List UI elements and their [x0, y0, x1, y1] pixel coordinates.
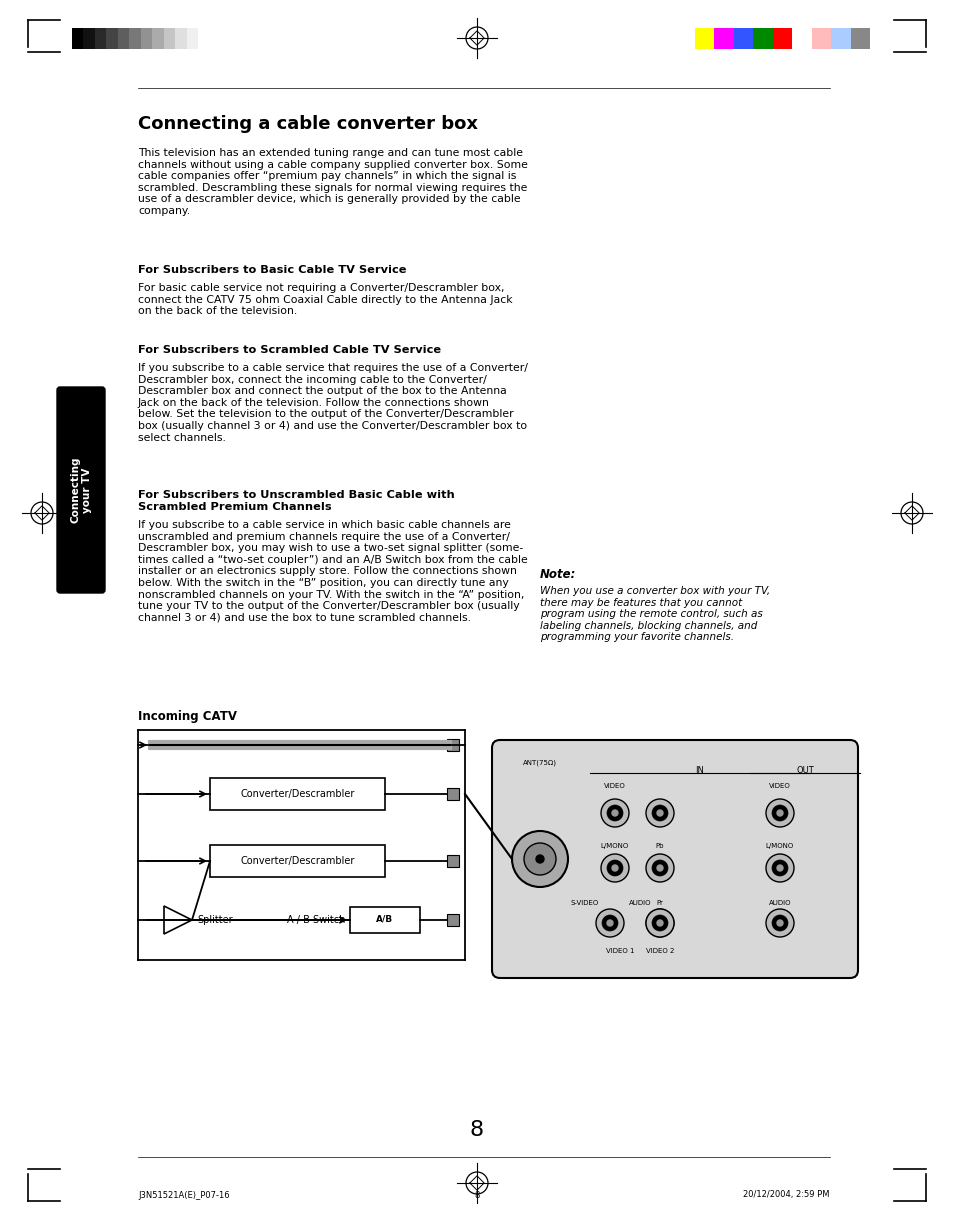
Bar	[791, 28, 811, 49]
Text: Pr: Pr	[656, 900, 662, 906]
Text: VIDEO 1: VIDEO 1	[605, 947, 634, 954]
Bar	[95, 28, 107, 49]
Bar	[130, 28, 141, 49]
Circle shape	[657, 919, 662, 926]
Circle shape	[651, 860, 667, 875]
Bar	[198, 28, 210, 49]
Bar	[447, 915, 458, 926]
Text: AUDIO: AUDIO	[628, 900, 651, 906]
Circle shape	[606, 919, 613, 926]
Polygon shape	[164, 906, 192, 934]
Bar	[107, 28, 118, 49]
Text: Converter/Descrambler: Converter/Descrambler	[240, 789, 355, 799]
Circle shape	[645, 853, 673, 882]
Circle shape	[651, 805, 667, 821]
Bar	[187, 28, 198, 49]
Text: For basic cable service not requiring a Converter/Descrambler box,
connect the C: For basic cable service not requiring a …	[138, 283, 512, 316]
Bar	[447, 855, 458, 867]
Bar	[695, 28, 714, 49]
Text: OUT: OUT	[796, 766, 813, 775]
Circle shape	[601, 915, 618, 930]
Text: Note:: Note:	[539, 568, 576, 581]
Text: 20/12/2004, 2:59 PM: 20/12/2004, 2:59 PM	[742, 1190, 829, 1199]
Text: Connecting a cable converter box: Connecting a cable converter box	[138, 115, 477, 133]
Bar	[118, 28, 130, 49]
Text: If you subscribe to a cable service that requires the use of a Converter/
Descra: If you subscribe to a cable service that…	[138, 363, 527, 442]
Bar	[714, 28, 733, 49]
Bar	[830, 28, 850, 49]
Circle shape	[651, 915, 667, 930]
Circle shape	[600, 799, 628, 827]
Circle shape	[606, 860, 622, 875]
Text: When you use a converter box with your TV,
there may be features that you cannot: When you use a converter box with your T…	[539, 586, 769, 642]
Circle shape	[612, 810, 618, 816]
Bar	[175, 28, 187, 49]
Circle shape	[771, 860, 787, 875]
Text: AUDIO: AUDIO	[768, 900, 790, 906]
Bar	[210, 845, 385, 877]
Circle shape	[612, 864, 618, 871]
Circle shape	[657, 810, 662, 816]
Text: IN: IN	[695, 766, 703, 775]
Bar	[141, 28, 152, 49]
Text: Connecting
your TV: Connecting your TV	[71, 457, 91, 524]
FancyBboxPatch shape	[492, 740, 857, 978]
Circle shape	[651, 915, 667, 930]
Text: For Subscribers to Basic Cable TV Service: For Subscribers to Basic Cable TV Servic…	[138, 265, 406, 275]
Text: Splitter: Splitter	[196, 915, 233, 926]
Bar	[772, 28, 791, 49]
Bar	[210, 778, 385, 810]
Bar	[152, 28, 164, 49]
Text: A/B: A/B	[376, 915, 394, 923]
Text: L/MONO: L/MONO	[765, 842, 793, 849]
Bar	[811, 28, 830, 49]
Bar	[350, 907, 419, 933]
Bar	[733, 28, 753, 49]
Circle shape	[776, 864, 782, 871]
Text: L/MONO: L/MONO	[600, 842, 628, 849]
Circle shape	[606, 805, 622, 821]
Text: For Subscribers to Unscrambled Basic Cable with
Scrambled Premium Channels: For Subscribers to Unscrambled Basic Cab…	[138, 490, 455, 512]
Text: VIDEO 2: VIDEO 2	[645, 947, 674, 954]
Circle shape	[536, 855, 543, 863]
Text: If you subscribe to a cable service in which basic cable channels are
unscramble: If you subscribe to a cable service in w…	[138, 520, 527, 623]
Text: A / B Switch: A / B Switch	[286, 915, 345, 926]
Text: ANT(75Ω): ANT(75Ω)	[522, 759, 557, 767]
Circle shape	[645, 799, 673, 827]
Text: Pb: Pb	[655, 842, 663, 849]
Text: This television has an extended tuning range and can tune most cable
channels wi: This television has an extended tuning r…	[138, 148, 527, 216]
Text: Converter/Descrambler: Converter/Descrambler	[240, 856, 355, 866]
Bar	[447, 739, 458, 751]
Circle shape	[657, 864, 662, 871]
Bar	[753, 28, 772, 49]
Bar	[850, 28, 869, 49]
Circle shape	[776, 810, 782, 816]
Text: For Subscribers to Scrambled Cable TV Service: For Subscribers to Scrambled Cable TV Se…	[138, 346, 440, 355]
Text: Incoming CATV: Incoming CATV	[138, 709, 236, 723]
Bar	[71, 28, 84, 49]
Circle shape	[512, 832, 567, 886]
Text: VIDEO: VIDEO	[603, 783, 625, 789]
Circle shape	[776, 919, 782, 926]
Text: 8: 8	[470, 1120, 483, 1140]
Circle shape	[771, 915, 787, 930]
Bar	[84, 28, 95, 49]
Circle shape	[645, 908, 673, 937]
FancyBboxPatch shape	[57, 387, 105, 593]
Bar	[164, 28, 175, 49]
Circle shape	[645, 908, 673, 937]
Text: S-VIDEO: S-VIDEO	[570, 900, 598, 906]
Circle shape	[765, 853, 793, 882]
Circle shape	[657, 919, 662, 926]
Circle shape	[596, 908, 623, 937]
Circle shape	[765, 908, 793, 937]
Bar	[447, 788, 458, 800]
Text: 8: 8	[474, 1190, 479, 1199]
Circle shape	[600, 853, 628, 882]
Text: VIDEO: VIDEO	[768, 783, 790, 789]
Text: J3N51521A(E)_P07-16: J3N51521A(E)_P07-16	[138, 1190, 230, 1199]
Circle shape	[765, 799, 793, 827]
Circle shape	[523, 842, 556, 875]
Circle shape	[771, 805, 787, 821]
